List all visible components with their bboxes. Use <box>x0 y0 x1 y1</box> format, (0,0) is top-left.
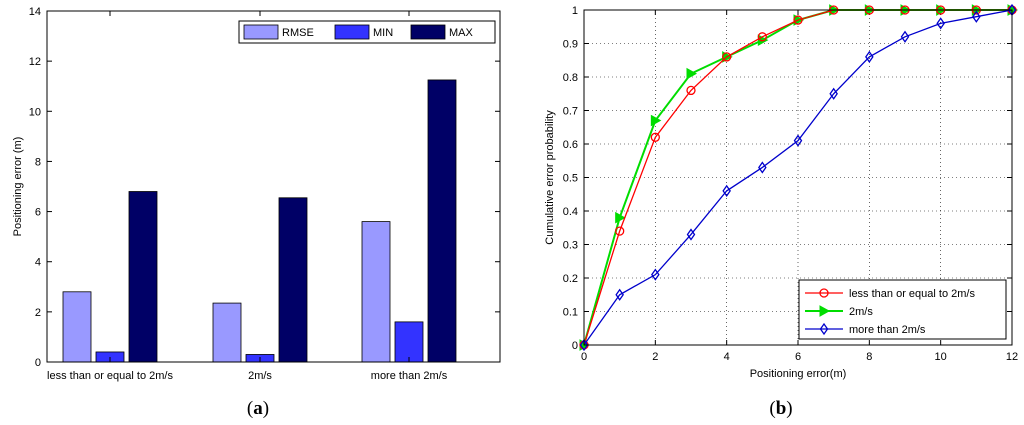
y-tick-label: 12 <box>29 56 41 68</box>
series-2-point <box>972 10 981 23</box>
x-category-label: less than or equal to 2m/s <box>47 370 173 382</box>
x-axis-label: Positioning error(m) <box>750 368 847 380</box>
series-0-point <box>757 32 767 42</box>
legend-label-rmse: RMSE <box>282 27 314 39</box>
cdf-chart-panel: 0 2 4 6 8 10 12 0 0.1 0.2 0.3 0.4 0.5 0.6 0.7 0.8 0.9 1 Po… <box>544 3 1018 419</box>
legend-marker-2 <box>819 322 829 336</box>
legend-label-min: MIN <box>373 27 393 39</box>
x-tick-label: 10 <box>935 351 947 363</box>
series-2-point <box>758 161 767 174</box>
legend-marker-0 <box>819 288 829 298</box>
y-tick-label: 0.7 <box>563 106 578 118</box>
bar-max <box>427 79 457 363</box>
y-tick-label: 0.3 <box>563 240 578 252</box>
legend-label-2: more than 2m/s <box>849 324 926 336</box>
y-tick-label: 6 <box>35 207 41 219</box>
y-tick-label: 8 <box>35 156 41 168</box>
legend-label-1: 2m/s <box>849 306 873 318</box>
y-axis-label: Cumulative error probability <box>544 110 556 245</box>
legend-label-max: MAX <box>449 27 474 39</box>
panel-label-a: a <box>253 398 263 419</box>
series-1-point <box>615 211 626 224</box>
series-2-point <box>793 134 803 147</box>
plot-area <box>47 11 500 362</box>
y-tick-label: 4 <box>35 257 41 269</box>
bar-chart-panel: 0 2 4 6 8 10 12 14 less than or equal to 2m/s 2m/… <box>12 6 501 419</box>
panel-caption-b: (b) <box>769 398 792 419</box>
bar-min <box>394 321 424 363</box>
legend-swatch-max <box>410 24 446 40</box>
y-tick-label: 0.5 <box>563 173 578 185</box>
panel-label-b: b <box>776 398 787 419</box>
series-0-point <box>722 52 732 62</box>
legend-label-0: less than or equal to 2m/s <box>849 288 975 300</box>
x-category-label: more than 2m/s <box>371 370 448 382</box>
series-1-point <box>650 114 662 127</box>
y-tick-label: 10 <box>29 106 41 118</box>
axes-frame <box>46 10 501 363</box>
series-2-point <box>722 184 731 198</box>
bar-max <box>128 191 158 363</box>
panel-caption-a: (a) <box>247 398 269 419</box>
series-0-point <box>793 15 803 25</box>
series-0-point <box>650 132 660 142</box>
legend-marker-1 <box>819 305 831 317</box>
y-tick-label: 0.6 <box>563 139 578 151</box>
legend-swatch-min <box>334 24 370 40</box>
y-tick-label: 0 <box>572 340 578 352</box>
legend-swatch-rmse <box>243 24 279 40</box>
x-category-label: 2m/s <box>248 370 272 382</box>
bar-rmse <box>361 221 391 363</box>
y-axis-label: Positioning error (m) <box>12 137 24 237</box>
x-tick-label: 12 <box>1006 351 1018 363</box>
series-0-point <box>615 226 625 236</box>
series-0-point <box>686 85 696 96</box>
y-tick-label: 0.2 <box>563 273 578 285</box>
y-tick-label: 0 <box>35 357 41 369</box>
axes-frame <box>583 9 1013 346</box>
y-tick-label: 0.1 <box>563 307 578 319</box>
series-2-line <box>583 9 1013 346</box>
x-tick-label: 4 <box>724 351 730 363</box>
legend: RMSE MIN MAX <box>238 20 496 44</box>
series-2-point <box>579 338 589 352</box>
x-tick-label: 8 <box>866 351 872 363</box>
series-2-point <box>900 30 910 43</box>
y-tick-label: 2 <box>35 307 41 319</box>
y-tick-label: 0.8 <box>563 72 578 84</box>
bar-max <box>278 197 308 363</box>
x-tick-label: 0 <box>581 351 587 363</box>
y-tick-label: 1 <box>572 5 578 17</box>
bar-rmse <box>212 302 242 363</box>
y-tick-label: 14 <box>29 6 41 18</box>
series-1-point <box>686 67 698 80</box>
x-tick-label: 2 <box>652 351 658 363</box>
x-tick-label: 6 <box>795 351 801 363</box>
series-2-point <box>615 288 624 301</box>
series-2-point <box>829 87 838 100</box>
legend: less than or equal to 2m/s 2m/s more than … <box>798 279 1007 340</box>
series-2-point <box>865 50 874 64</box>
bar-rmse <box>62 291 92 363</box>
y-tick-label: 0.9 <box>563 39 578 51</box>
series-2-point <box>651 268 660 281</box>
y-tick-label: 0.4 <box>563 206 578 218</box>
series-2-point <box>936 17 945 30</box>
series-2-point <box>686 228 696 241</box>
